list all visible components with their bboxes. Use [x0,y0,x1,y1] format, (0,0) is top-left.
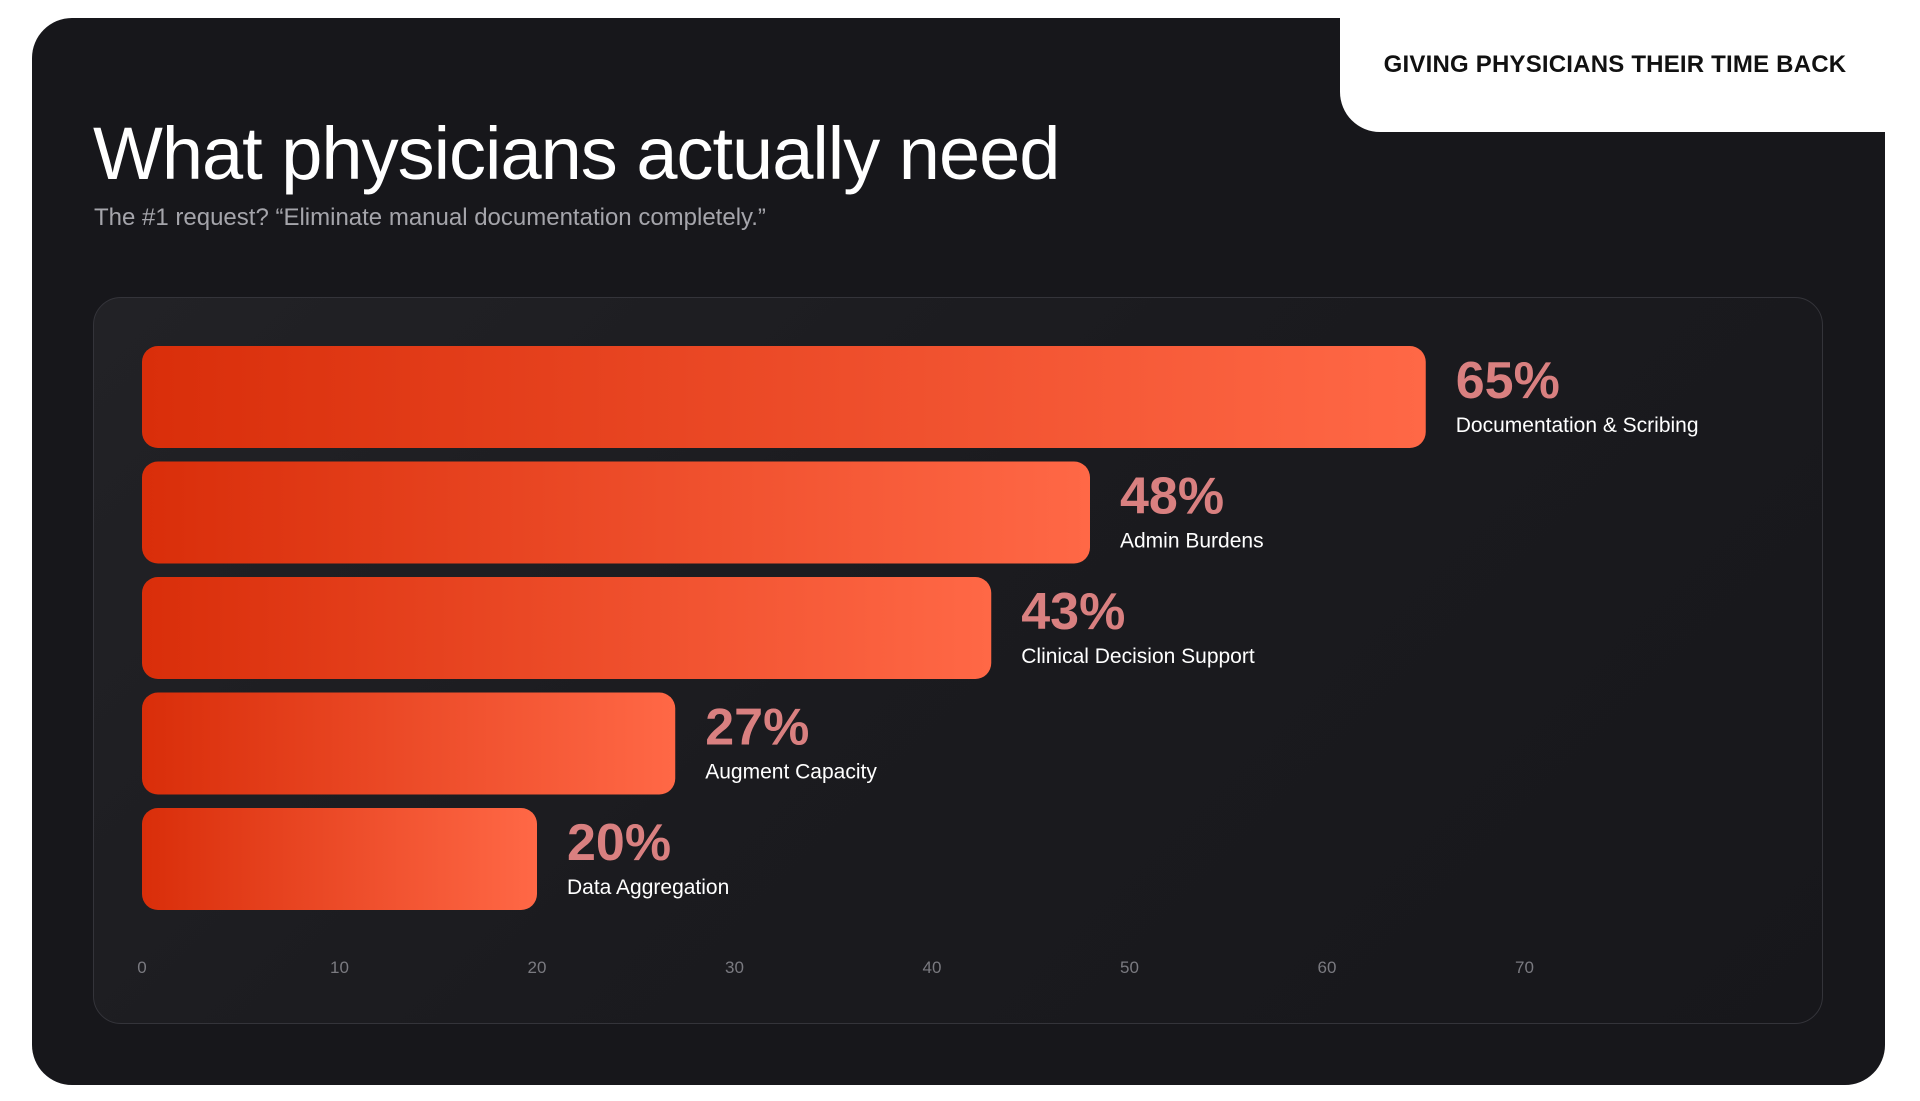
x-tick-label: 40 [923,958,942,977]
bar-4 [142,808,537,910]
bar-chart: 65% Documentation & Scribing 48% Admin Burd… [137,346,1699,977]
page-subtitle: The #1 request? “Eliminate manual docume… [94,204,766,231]
x-tick-label: 70 [1515,958,1534,977]
bar-3 [142,692,676,795]
x-tick-label: 60 [1318,958,1337,977]
bar-2 [142,577,992,679]
bar-value-label: 27% [705,699,809,757]
bar-value-label: 65% [1456,352,1560,410]
x-tick-label: 20 [528,958,547,977]
x-tick-label: 30 [725,958,744,977]
page-title: What physicians actually need [93,112,1060,195]
x-tick-label: 10 [330,958,349,977]
header-tab [1340,0,1910,132]
x-tick-label: 0 [137,958,146,977]
bar-value-label: 20% [567,814,671,872]
bar-category-label: Augment Capacity [705,761,877,784]
bar-value-label: 48% [1120,468,1224,526]
bar-category-label: Admin Burdens [1120,530,1264,553]
bar-category-label: Data Aggregation [567,876,729,899]
bar-0 [142,346,1426,448]
bar-category-label: Documentation & Scribing [1456,414,1699,437]
bar-1 [142,461,1090,564]
bar-category-label: Clinical Decision Support [1021,645,1255,668]
bar-value-label: 43% [1021,583,1125,641]
section-tag: GIVING PHYSICIANS THEIR TIME BACK [1383,51,1847,78]
x-tick-label: 50 [1120,958,1139,977]
chart-panel: 65% Documentation & Scribing 48% Admin Burd… [93,297,1823,1024]
